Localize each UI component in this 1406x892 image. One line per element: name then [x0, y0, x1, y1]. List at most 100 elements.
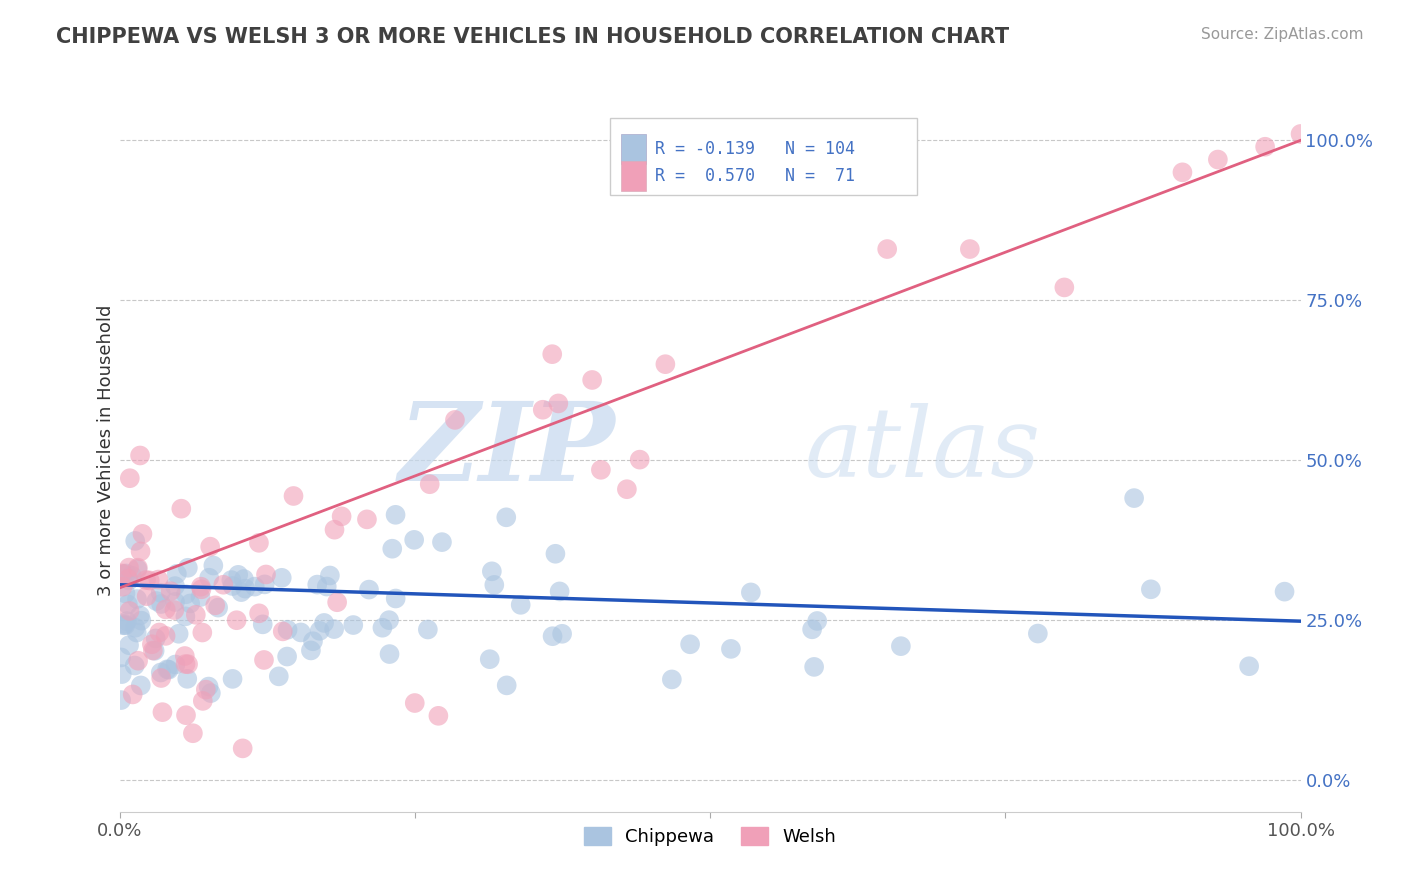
Point	[173, 648, 195, 663]
Point	[118, 560, 141, 574]
Point	[378, 613, 401, 627]
Point	[307, 577, 329, 591]
Point	[124, 621, 146, 635]
Text: ZIP: ZIP	[399, 397, 616, 504]
Point	[404, 696, 426, 710]
Point	[198, 540, 221, 554]
Point	[371, 621, 394, 635]
Point	[129, 678, 152, 692]
Point	[247, 536, 270, 550]
Point	[152, 705, 174, 719]
Point	[174, 708, 197, 723]
Text: Source: ZipAtlas.com: Source: ZipAtlas.com	[1201, 27, 1364, 42]
Point	[531, 402, 554, 417]
Point	[253, 577, 276, 591]
Point	[541, 629, 564, 643]
Point	[167, 627, 190, 641]
Point	[679, 637, 702, 651]
Point	[484, 578, 506, 592]
Point	[495, 678, 517, 692]
Legend: Chippewa, Welsh: Chippewa, Welsh	[576, 820, 844, 854]
Point	[1123, 491, 1146, 505]
Point	[174, 657, 197, 671]
Point	[267, 669, 290, 683]
Point	[270, 571, 292, 585]
Point	[1026, 626, 1049, 640]
Point	[179, 597, 201, 611]
Point	[150, 597, 173, 611]
Point	[232, 572, 254, 586]
Point	[444, 413, 467, 427]
Point	[589, 463, 612, 477]
Point	[581, 373, 603, 387]
Point	[129, 544, 152, 558]
Point	[252, 617, 274, 632]
Text: R =  0.570   N =  71: R = 0.570 N = 71	[655, 167, 855, 185]
Point	[174, 587, 197, 601]
Point	[478, 652, 501, 666]
Point	[131, 614, 153, 628]
Point	[233, 582, 256, 596]
Point	[118, 604, 141, 618]
Point	[801, 623, 824, 637]
Point	[495, 510, 517, 524]
Point	[117, 572, 139, 586]
Point	[170, 501, 193, 516]
Point	[541, 347, 564, 361]
Text: R = -0.139   N = 104: R = -0.139 N = 104	[655, 140, 855, 158]
Point	[191, 625, 214, 640]
Point	[131, 527, 153, 541]
Point	[661, 673, 683, 687]
Point	[308, 624, 330, 638]
Point	[110, 650, 132, 665]
Point	[141, 637, 163, 651]
Point	[314, 615, 336, 630]
Point	[115, 614, 138, 628]
Point	[1053, 280, 1076, 294]
Point	[191, 694, 214, 708]
Point	[118, 574, 141, 588]
Point	[548, 584, 571, 599]
Point	[509, 598, 531, 612]
Point	[323, 523, 346, 537]
Point	[302, 634, 325, 648]
Point	[225, 613, 247, 627]
Point	[221, 672, 243, 686]
Point	[202, 558, 225, 573]
Point	[177, 561, 200, 575]
Point	[155, 602, 177, 616]
Point	[124, 533, 146, 548]
Point	[204, 599, 226, 613]
Point	[326, 595, 349, 609]
Point	[142, 643, 165, 657]
Point	[112, 616, 135, 631]
Point	[315, 580, 337, 594]
Point	[356, 512, 378, 526]
Point	[149, 586, 172, 600]
Point	[112, 618, 135, 632]
Point	[616, 482, 638, 496]
Point	[221, 579, 243, 593]
Point	[127, 562, 149, 576]
Point	[176, 672, 198, 686]
Point	[628, 452, 651, 467]
Point	[181, 726, 204, 740]
Point	[221, 573, 243, 587]
Point	[118, 471, 141, 485]
Point	[111, 667, 134, 681]
Point	[212, 578, 235, 592]
Point	[177, 657, 200, 672]
Point	[740, 585, 762, 599]
Point	[190, 580, 212, 594]
Point	[150, 671, 173, 685]
Point	[138, 574, 160, 588]
Point	[481, 564, 503, 578]
Point	[114, 586, 136, 600]
Point	[156, 662, 179, 676]
Point	[323, 622, 346, 636]
Point	[1140, 582, 1163, 597]
Point	[226, 567, 249, 582]
Point	[384, 508, 406, 522]
Point	[115, 566, 138, 581]
Point	[121, 568, 143, 582]
